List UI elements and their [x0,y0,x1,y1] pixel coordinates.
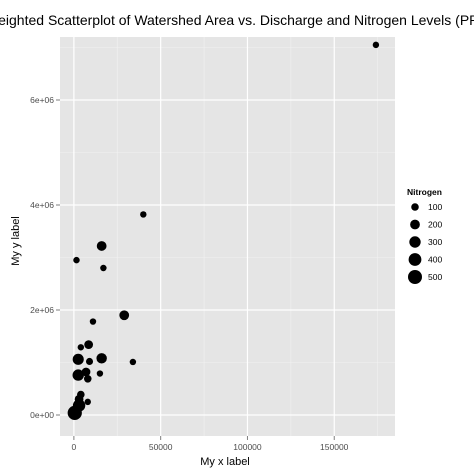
data-point [89,318,97,325]
data-point [77,344,85,351]
data-point [84,340,94,350]
data-point [84,398,91,406]
x-tick-label: 150000 [320,442,349,452]
y-axis: 0e+00 2e+06 4e+06 6e+06 [30,95,60,420]
y-tick-label: 4e+06 [30,200,54,210]
y-tick-label: 2e+06 [30,305,54,315]
data-point [83,374,92,383]
x-tick-label: 50000 [149,442,173,452]
chart-title: Weighted Scatterplot of Watershed Area v… [0,12,474,28]
y-tick-label: 6e+06 [30,95,54,105]
data-point [81,367,91,377]
legend-key [410,219,420,230]
legend-label: 200 [428,220,442,230]
legend-label: 300 [428,237,442,247]
data-point [73,256,80,264]
data-point [67,405,82,421]
legend-label: 100 [428,202,442,212]
data-point [100,264,107,272]
data-point [85,357,94,365]
data-point [72,369,84,381]
data-point [96,241,107,251]
data-points [67,41,380,421]
data-point [72,353,84,365]
data-point [119,310,130,321]
legend-label: 500 [428,272,442,282]
legend-key [408,253,422,266]
x-axis-label: My x label [200,456,250,468]
x-tick-label: 100000 [233,442,262,452]
y-axis-label: My y label [10,216,22,266]
legend-items: 100 200 300 400 500 [408,202,442,284]
grid-major [60,37,395,436]
data-point [96,353,107,364]
x-axis: 0 50000 100000 150000 [72,436,349,452]
legend-key [411,203,419,211]
data-point [129,358,137,366]
legend-key [409,236,421,248]
data-point [140,211,147,218]
legend-key [408,270,422,284]
x-tick-label: 0 [72,442,77,452]
data-point [96,370,104,377]
grid-minor [60,37,395,436]
legend-label: 400 [428,255,442,265]
y-tick-label: 0e+00 [30,410,54,420]
legend: Nitrogen 100 200 300 400 500 [407,187,442,284]
data-point [372,41,380,49]
legend-title: Nitrogen [407,187,442,197]
plot-panel [60,37,395,436]
